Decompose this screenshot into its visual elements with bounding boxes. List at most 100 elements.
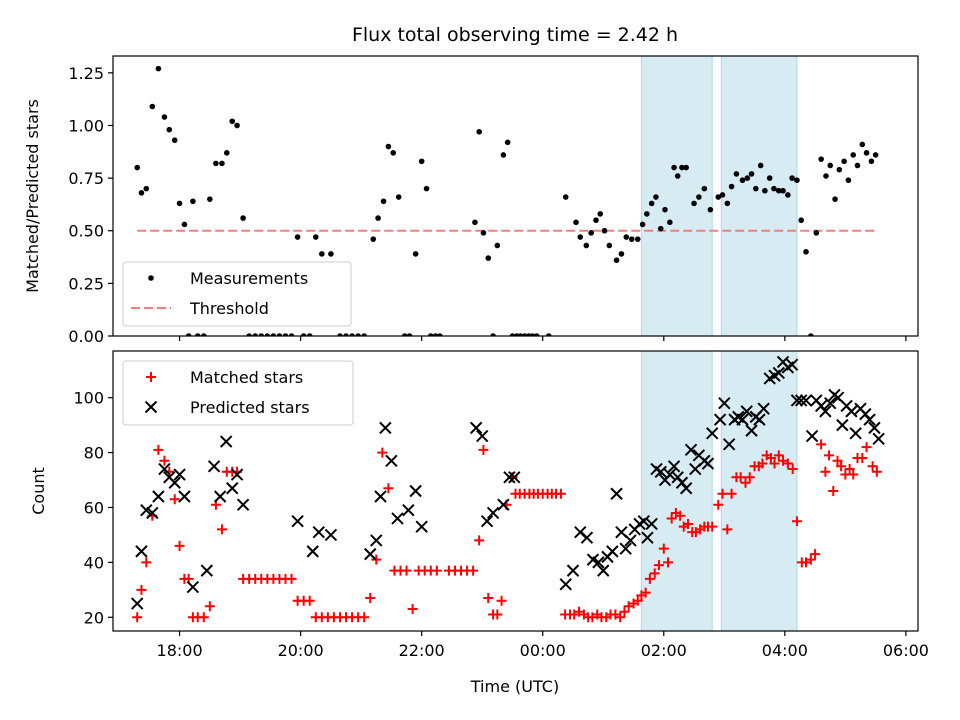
x-tick-label: 00:00	[520, 641, 566, 660]
matched-stars-point	[828, 486, 839, 496]
measurement-point	[223, 150, 230, 156]
predicted-stars-point	[772, 366, 785, 380]
matched-stars-point	[174, 540, 185, 551]
predicted-stars-point	[610, 487, 623, 500]
matched-stars-point	[740, 477, 751, 488]
measurement-point	[823, 173, 829, 179]
predicted-stars-point	[230, 468, 244, 481]
measurement-point	[868, 158, 875, 165]
y-tick-label: 0.00	[68, 327, 104, 346]
measurement-point	[859, 141, 866, 148]
predicted-stars-point	[863, 413, 876, 426]
measurement-point	[757, 162, 764, 169]
matched-stars-point	[787, 464, 798, 475]
matched-stars-point	[371, 554, 382, 565]
predicted-stars-point	[794, 394, 808, 407]
measurement-point	[171, 137, 178, 144]
measurement-point	[294, 234, 301, 240]
predicted-stars-point	[374, 490, 387, 503]
measurement-point	[395, 194, 402, 200]
measurement-point	[789, 175, 795, 181]
predicted-stars-point	[753, 413, 766, 426]
measurement-point	[234, 122, 240, 129]
measurement-point	[813, 230, 820, 236]
predicted-stars-point	[213, 490, 227, 503]
matched-stars-point	[401, 565, 412, 576]
predicted-stars-point	[654, 465, 667, 478]
predicted-stars-point	[679, 482, 693, 495]
predicted-stars-point	[597, 564, 610, 577]
matched-stars-point	[474, 535, 485, 546]
measurement-point	[785, 192, 791, 198]
matched-stars-point	[478, 444, 489, 455]
measurement-point	[863, 150, 870, 156]
measurement-point	[264, 333, 271, 336]
observing-window	[640, 351, 713, 631]
predicted-stars-point	[415, 520, 428, 533]
measurement-point	[533, 333, 540, 336]
y-axis-label: Matched/Predicted stars	[23, 99, 42, 293]
predicted-stars-point	[592, 556, 605, 569]
y-tick-label: 80	[84, 444, 104, 463]
observing-window	[720, 351, 798, 631]
measurement-point	[691, 200, 697, 207]
measurement-point	[306, 333, 313, 336]
measurement-point	[696, 194, 702, 200]
measurement-point	[872, 152, 879, 158]
predicted-stars-point	[168, 476, 181, 489]
predicted-stars-point	[186, 580, 200, 594]
predicted-stars-point	[158, 462, 171, 476]
predicted-stars-point	[645, 517, 658, 531]
measurement-point	[762, 187, 768, 194]
predicted-stars-point	[641, 531, 654, 544]
measurement-point	[794, 177, 800, 184]
matched-stars-point	[204, 601, 215, 612]
measurement-point	[490, 333, 496, 336]
measurement-point	[406, 333, 413, 336]
matched-stars-point	[791, 516, 802, 527]
measurement-point	[343, 333, 349, 336]
measurement-point	[588, 230, 594, 236]
predicted-stars-point	[713, 413, 727, 426]
measurement-point	[190, 198, 196, 205]
predicted-stars-point	[173, 468, 186, 481]
legend-label: Measurements	[190, 269, 308, 288]
measurement-point	[504, 139, 511, 146]
y-tick-label: 40	[84, 553, 104, 572]
measurement-point	[472, 219, 478, 226]
predicted-stars-point	[131, 597, 144, 610]
measurement-point	[827, 162, 834, 169]
predicted-stars-point	[701, 457, 715, 470]
matched-stars-point	[365, 593, 376, 604]
measurement-point	[662, 206, 668, 213]
measurement-point	[854, 162, 861, 169]
measurement-point	[657, 225, 664, 232]
predicted-stars-point	[740, 405, 753, 418]
predicted-stars-point	[312, 525, 325, 539]
predicted-stars-point	[409, 484, 422, 498]
measurement-point	[270, 333, 277, 336]
plot-area	[134, 56, 879, 336]
matched-stars-point	[744, 472, 755, 483]
measurement-point	[213, 160, 219, 167]
measurement-point	[639, 221, 646, 228]
measurement-point	[246, 333, 252, 336]
measurement-point	[671, 164, 677, 171]
measurement-point	[628, 236, 635, 242]
observing-window	[640, 56, 713, 336]
axes-frame	[112, 55, 919, 337]
predicted-stars-point	[152, 490, 165, 503]
measurement-point	[808, 333, 814, 336]
matched-stars-point	[844, 464, 855, 475]
matched-stars-point	[483, 593, 494, 604]
measurement-point	[485, 255, 492, 261]
measurement-point	[194, 333, 201, 336]
measurement-point	[739, 177, 746, 184]
measurement-point	[780, 187, 786, 194]
predicted-stars-point	[824, 396, 837, 410]
matched-stars-point	[713, 499, 724, 510]
observing-window	[720, 56, 798, 336]
measurement-point	[476, 128, 482, 135]
measurement-point	[161, 114, 168, 120]
matched-stars-point	[377, 447, 388, 458]
